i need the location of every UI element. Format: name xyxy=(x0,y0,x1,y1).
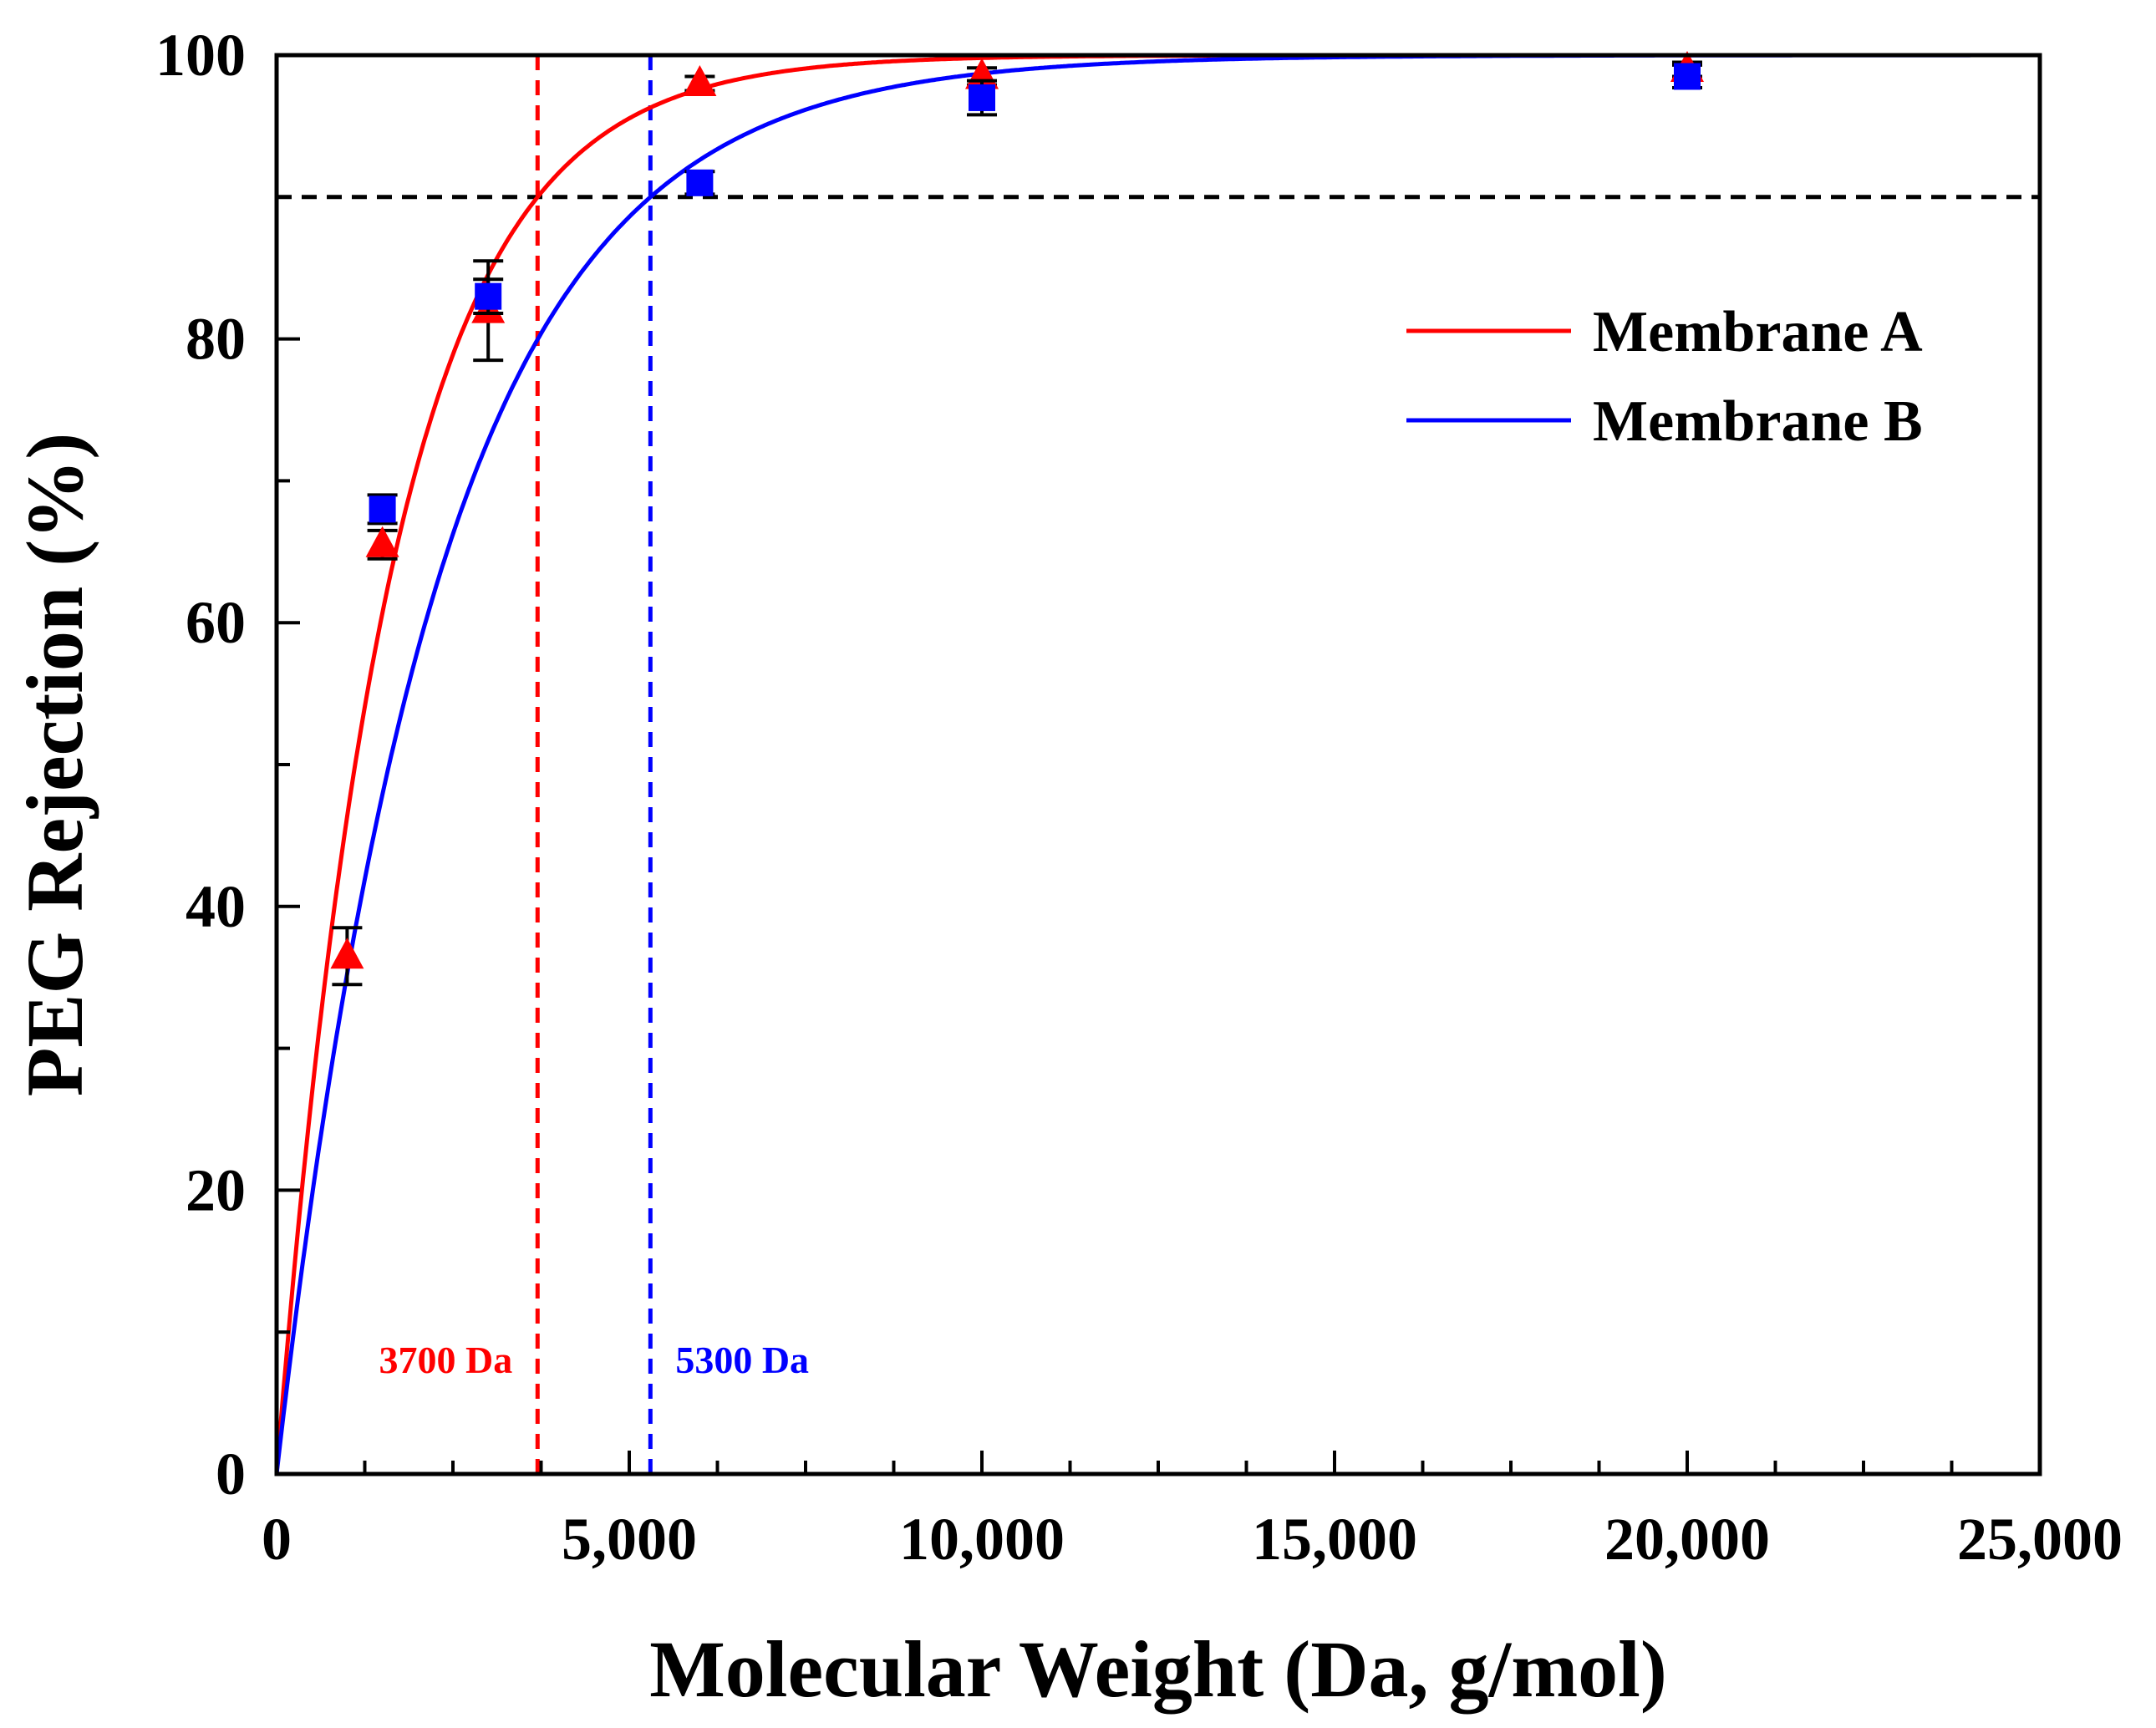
x-tick-label: 10,000 xyxy=(899,1506,1065,1573)
marker-square xyxy=(1674,63,1701,90)
legend: Membrane A Membrane B xyxy=(1406,300,1923,454)
data-point-membrane-a xyxy=(330,926,364,987)
x-axis-title: Molecular Weight (Da, g/mol) xyxy=(649,1624,1667,1714)
data-point-membrane-b xyxy=(473,277,504,316)
fit-curve-membrane-a xyxy=(274,53,2040,1475)
legend-label-2: Membrane B xyxy=(1593,389,1923,454)
axis-tick-labels: 0 5,000 10,000 15,000 20,000 25,000 0 20 40 60 80 1… xyxy=(155,22,2123,1573)
y-axis-title: PEG Rejection (%) xyxy=(10,433,99,1096)
x-tick-label: 20,000 xyxy=(1604,1506,1770,1573)
y-tick-label: 100 xyxy=(155,22,246,89)
cutoff-label-1: 3700 Da xyxy=(379,1339,513,1381)
plot-frame xyxy=(274,53,2042,1476)
data-point-membrane-b xyxy=(967,79,997,117)
marker-square xyxy=(969,84,995,111)
marker-triangle xyxy=(330,938,364,969)
x-tick-label: 5,000 xyxy=(562,1506,697,1573)
x-tick-label: 0 xyxy=(262,1506,292,1573)
y-tick-label: 0 xyxy=(216,1441,246,1507)
y-tick-label: 80 xyxy=(186,306,246,373)
data-point-membrane-b xyxy=(367,493,398,526)
marker-square xyxy=(475,282,502,310)
y-tick-label: 40 xyxy=(186,873,246,940)
marker-square xyxy=(686,169,714,196)
marker-triangle xyxy=(683,64,717,96)
marker-square xyxy=(369,496,396,523)
plot-content: 3700 Da 5300 Da xyxy=(274,50,2040,1475)
data-point-membrane-a xyxy=(683,64,717,96)
data-point-membrane-b xyxy=(1672,63,1702,90)
y-tick-label: 60 xyxy=(186,589,246,656)
data-point-membrane-b xyxy=(684,169,715,196)
x-tick-label: 15,000 xyxy=(1252,1506,1417,1573)
legend-label-1: Membrane A xyxy=(1593,300,1923,364)
cutoff-label-2: 5300 Da xyxy=(675,1339,809,1381)
x-tick-label: 25,000 xyxy=(1957,1506,2123,1573)
y-tick-label: 20 xyxy=(186,1156,246,1223)
axis-ticks xyxy=(275,53,2042,1476)
fit-curve-membrane-b xyxy=(274,53,2040,1475)
marker-triangle xyxy=(365,526,399,557)
data-point-membrane-a xyxy=(365,526,399,561)
